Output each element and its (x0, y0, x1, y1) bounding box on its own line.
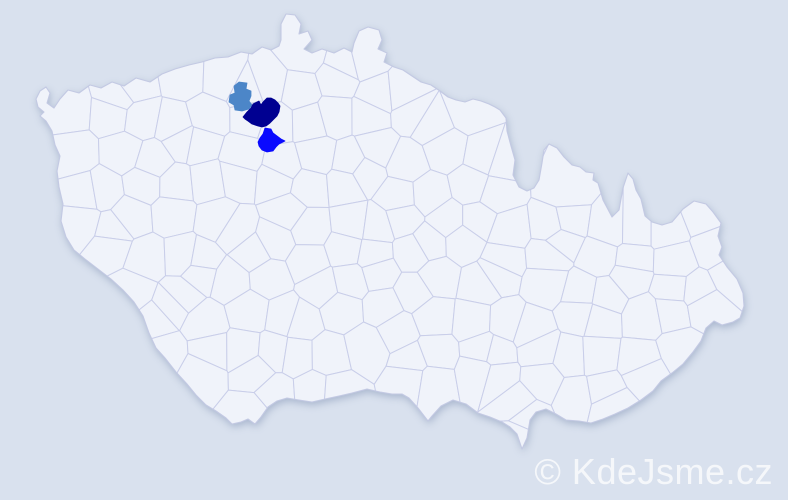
watermark: © KdeJsme.cz (534, 451, 773, 492)
region-bright-blue (257, 127, 286, 153)
country-outline (35, 13, 745, 450)
region-medium-blue (228, 81, 253, 112)
region-dark-navy (242, 97, 281, 128)
highlighted-districts (228, 81, 286, 153)
